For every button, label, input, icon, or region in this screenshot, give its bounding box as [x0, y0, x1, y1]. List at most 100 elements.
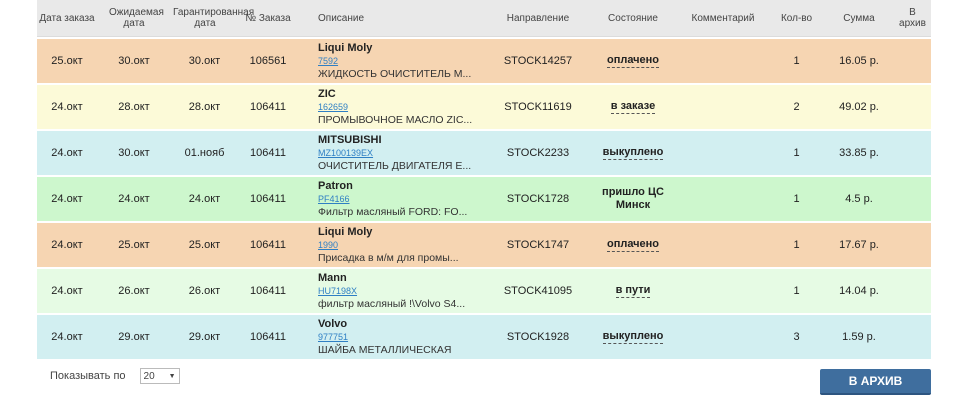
guaranteed-date: 25.окт	[188, 239, 221, 251]
quantity: 1	[793, 239, 800, 251]
sum: 33.85 р.	[839, 147, 879, 159]
header-text: Ожидаемая дата	[109, 7, 164, 29]
guaranteed-date: 01.нояб	[184, 147, 225, 159]
part-description: ЖИДКОСТЬ ОЧИСТИТЕЛЬ М...	[318, 67, 472, 80]
order-date: 24.окт	[51, 193, 83, 205]
direction: STOCK1728	[506, 193, 570, 205]
page-size-select[interactable]: 20 ▼	[139, 368, 180, 384]
quantity: 2	[793, 101, 800, 113]
sum: 1.59 р.	[842, 331, 876, 343]
status-line-2: Минск	[615, 199, 651, 211]
quantity: 1	[793, 193, 800, 205]
description-cell: Liqui Moly 1990 Присадка в м/м для промы..…	[298, 226, 487, 265]
status-badge[interactable]: пришло ЦС Минск	[602, 186, 664, 212]
status-badge[interactable]: в заказе	[610, 100, 656, 114]
direction: STOCK1747	[506, 239, 570, 251]
direction: STOCK14257	[503, 55, 573, 67]
order-number: 106411	[250, 285, 286, 297]
direction: STOCK41095	[503, 285, 573, 297]
sum: 17.67 р.	[839, 239, 879, 251]
part-code-link[interactable]: MZ100139EX	[318, 147, 374, 158]
order-number: 106411	[250, 331, 286, 343]
table-row: 24.окт 26.окт 26.окт 106411 Mann HU7198X фильт…	[37, 269, 931, 313]
part-code-link[interactable]: 977751	[318, 331, 349, 342]
part-description: Фильтр масляный FORD: FO...	[318, 205, 468, 218]
status-badge[interactable]: в пути	[615, 284, 651, 298]
description-cell: Mann HU7198X фильтр масляный !\Volvo S4...	[298, 272, 487, 311]
guaranteed-date: 28.окт	[188, 101, 221, 113]
guaranteed-date: 29.окт	[188, 331, 221, 343]
order-number: 106411	[250, 193, 286, 205]
guaranteed-date: 24.окт	[188, 193, 221, 205]
brand-name: Patron	[318, 179, 353, 192]
archive-button[interactable]: В АРХИВ	[820, 369, 931, 395]
part-code-link[interactable]: HU7198X	[318, 285, 358, 296]
col-header-sum[interactable]: Сумма	[843, 12, 875, 24]
direction: STOCK1928	[506, 331, 570, 343]
sum: 4.5 р.	[845, 193, 873, 205]
table-row: 24.окт 28.окт 28.окт 106411 ZIC 162659 ПРОМЫВО…	[37, 85, 931, 129]
expected-date: 26.окт	[118, 285, 150, 297]
table-row: 24.окт 25.окт 25.окт 106411 Liqui Moly 1990 Пр…	[37, 223, 931, 267]
brand-name: Volvo	[318, 317, 348, 330]
order-date: 24.окт	[51, 331, 83, 343]
col-header-description[interactable]: Описание	[318, 12, 365, 24]
status-cell: в заказе	[589, 100, 677, 114]
table-row: 25.окт 30.окт 30.окт 106561 Liqui Moly 7592 ЖИ…	[37, 39, 931, 83]
status-badge[interactable]: оплачено	[606, 238, 660, 252]
col-header-expected-date[interactable]: Ожидаемая дата	[97, 7, 171, 29]
status-cell: выкуплено	[589, 330, 677, 344]
quantity: 1	[793, 55, 800, 67]
order-date: 24.окт	[51, 239, 83, 251]
col-header-status[interactable]: Состояние	[608, 12, 658, 24]
expected-date: 29.окт	[118, 331, 150, 343]
col-header-archive[interactable]: В архив	[899, 7, 926, 29]
order-number: 106411	[250, 147, 286, 159]
table-body: 25.окт 30.окт 30.окт 106561 Liqui Moly 7592 ЖИ…	[37, 39, 931, 359]
description-cell: Patron PF4166 Фильтр масляный FORD: FO...	[298, 180, 487, 219]
brand-name: Mann	[318, 271, 347, 284]
order-date: 25.окт	[51, 55, 83, 67]
col-header-order-date[interactable]: Дата заказа	[39, 12, 95, 24]
status-cell: в пути	[589, 284, 677, 298]
table-header: Дата заказа Ожидаемая дата Гарантированн…	[37, 0, 931, 37]
expected-date: 24.окт	[118, 193, 150, 205]
col-header-guaranteed-date[interactable]: Гарантированная дата	[171, 7, 255, 29]
col-header-comment[interactable]: Комментарий	[691, 12, 755, 24]
table-row: 24.окт 29.окт 29.окт 106411 Volvo 977751 ШАЙБА…	[37, 315, 931, 359]
direction: STOCK11619	[504, 101, 572, 113]
page-size-label: Показывать по	[50, 370, 126, 382]
direction: STOCK2233	[506, 147, 570, 159]
description-cell: Volvo 977751 ШАЙБА МЕТАЛЛИЧЕСКАЯ	[298, 318, 487, 357]
col-header-quantity[interactable]: Кол-во	[780, 12, 813, 24]
part-description: фильтр масляный !\Volvo S4...	[318, 297, 466, 310]
quantity: 1	[793, 147, 800, 159]
status-cell: пришло ЦС Минск	[589, 186, 677, 212]
col-header-direction[interactable]: Направление	[506, 12, 570, 24]
part-description: ШАЙБА МЕТАЛЛИЧЕСКАЯ	[318, 343, 452, 356]
status-cell: оплачено	[589, 238, 677, 252]
sum: 14.04 р.	[839, 285, 879, 297]
description-cell: Liqui Moly 7592 ЖИДКОСТЬ ОЧИСТИТЕЛЬ М...	[298, 42, 487, 81]
expected-date: 28.окт	[118, 101, 150, 113]
sum: 49.02 р.	[839, 101, 879, 113]
part-code-link[interactable]: 7592	[318, 55, 339, 66]
col-header-order-number[interactable]: № Заказа	[245, 12, 291, 24]
status-badge[interactable]: выкуплено	[602, 330, 664, 344]
guaranteed-date: 30.окт	[188, 55, 221, 67]
quantity: 3	[793, 331, 800, 343]
expected-date: 25.окт	[118, 239, 150, 251]
order-number: 106411	[250, 239, 286, 251]
pagination-footer: Показывать по 20 ▼	[50, 368, 180, 384]
expected-date: 30.окт	[118, 147, 150, 159]
part-code-link[interactable]: PF4166	[318, 193, 350, 204]
order-number: 106561	[249, 55, 287, 67]
status-badge[interactable]: оплачено	[606, 54, 660, 68]
status-badge[interactable]: выкуплено	[602, 146, 664, 160]
sum: 16.05 р.	[839, 55, 879, 67]
part-code-link[interactable]: 1990	[318, 239, 339, 250]
table-row: 24.окт 30.окт 01.нояб 106411 MITSUBISHI MZ100…	[37, 131, 931, 175]
brand-name: Liqui Moly	[318, 41, 373, 54]
part-code-link[interactable]: 162659	[318, 101, 349, 112]
header-text: Гарантированная дата	[173, 7, 255, 29]
